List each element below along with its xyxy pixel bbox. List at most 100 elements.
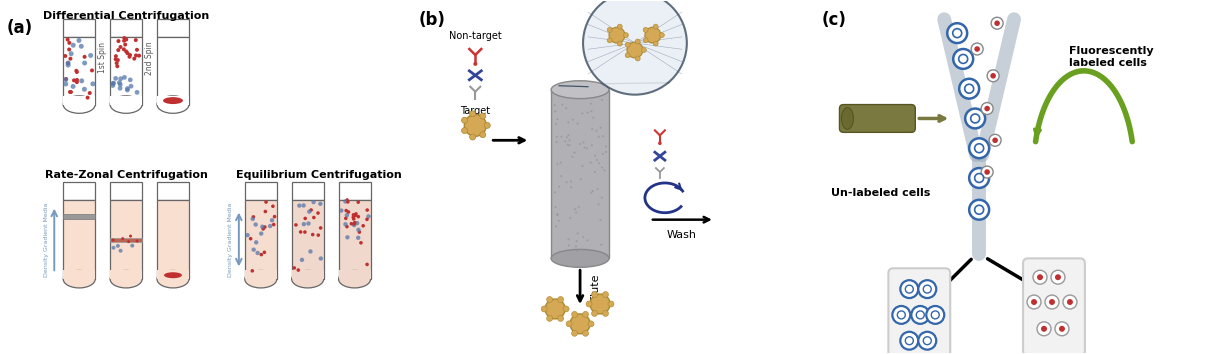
Bar [111,19,142,37]
Circle shape [268,224,272,228]
Circle shape [354,212,358,216]
Circle shape [345,235,350,240]
Circle shape [590,294,610,314]
Circle shape [366,208,368,212]
Circle shape [123,36,126,40]
Circle shape [293,266,295,270]
Circle shape [568,134,569,136]
Bar [63,19,95,37]
Circle shape [918,280,936,298]
Circle shape [304,217,306,220]
Circle shape [653,24,658,29]
Circle shape [359,241,362,245]
Circle shape [133,57,136,61]
Circle shape [635,56,640,61]
Circle shape [635,39,640,44]
Ellipse shape [164,272,182,278]
Circle shape [480,113,485,119]
Circle shape [83,61,88,65]
Circle shape [558,297,563,302]
Circle shape [75,70,79,74]
Circle shape [353,221,356,224]
Circle shape [653,41,658,46]
Circle shape [306,221,310,226]
Circle shape [137,54,141,58]
Circle shape [576,232,579,234]
Circle shape [351,213,355,217]
Ellipse shape [63,270,95,288]
Circle shape [319,226,322,230]
Circle shape [554,225,557,227]
Circle shape [349,222,353,225]
Circle shape [313,216,316,219]
Circle shape [71,84,75,89]
Circle shape [599,127,602,129]
Circle shape [354,214,358,217]
Circle shape [117,39,120,43]
Circle shape [134,53,137,57]
Circle shape [584,147,586,149]
Circle shape [81,87,86,92]
Circle shape [64,77,68,81]
Text: 1st Spin: 1st Spin [97,42,107,73]
Circle shape [556,141,558,143]
Circle shape [975,144,984,153]
Circle shape [991,17,1003,29]
Circle shape [598,136,599,138]
Circle shape [599,219,602,221]
Circle shape [480,132,485,138]
Circle shape [586,239,589,241]
Circle shape [574,152,575,154]
Circle shape [975,205,984,214]
Circle shape [570,181,572,183]
Ellipse shape [244,270,277,288]
Circle shape [111,81,116,86]
Circle shape [541,306,547,312]
Circle shape [658,142,662,145]
Circle shape [308,210,311,214]
Circle shape [75,80,79,84]
Ellipse shape [551,81,609,99]
Circle shape [118,45,123,49]
Circle shape [568,121,569,124]
Circle shape [561,175,562,177]
Circle shape [135,240,139,242]
Bar [244,182,277,200]
Circle shape [63,81,68,86]
Circle shape [252,215,255,219]
Bar [338,200,371,279]
Circle shape [547,315,552,321]
Ellipse shape [551,250,609,267]
Bar [292,270,323,279]
Circle shape [465,114,486,136]
Circle shape [569,217,572,219]
Circle shape [351,216,355,219]
Circle shape [602,292,608,297]
FancyBboxPatch shape [1023,258,1085,354]
Circle shape [345,198,349,202]
Circle shape [118,76,123,81]
Circle shape [981,166,993,178]
Circle shape [591,292,597,297]
Circle shape [302,203,305,208]
Circle shape [79,78,84,83]
Ellipse shape [841,108,854,129]
Circle shape [557,118,558,120]
Circle shape [347,210,350,214]
Bar [111,200,142,279]
Circle shape [984,106,990,111]
Circle shape [1051,270,1065,284]
Circle shape [625,53,630,58]
Circle shape [604,145,607,147]
Circle shape [88,53,94,58]
Circle shape [347,200,350,204]
Circle shape [112,239,114,241]
Circle shape [931,311,939,319]
Circle shape [125,88,130,92]
Circle shape [260,224,265,229]
Circle shape [119,249,123,253]
Circle shape [917,311,924,319]
Circle shape [595,155,596,157]
Circle shape [947,23,967,43]
Text: (a): (a) [6,19,33,37]
